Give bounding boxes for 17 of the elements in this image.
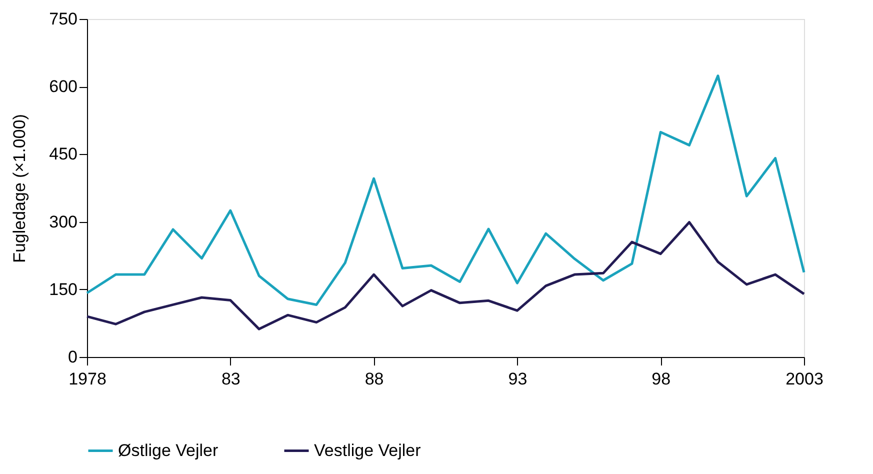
x-tick-label: 88 (364, 370, 384, 388)
x-tick-label: 2003 (786, 370, 824, 388)
legend-label: Vestlige Vejler (314, 440, 422, 460)
x-tick-label: 98 (652, 370, 671, 388)
x-tick-label: 93 (508, 370, 528, 388)
line-series (86, 74, 806, 306)
y-tick-label: 300 (49, 212, 78, 232)
y-axis-title: Fugledage (×1.000) (10, 114, 30, 263)
y-tick-label: 450 (49, 144, 78, 164)
y-tick-label: 750 (49, 10, 78, 28)
legend-label: Østlige Vejler (118, 440, 218, 460)
x-tick-label: 83 (221, 370, 240, 388)
y-tick-label: 600 (49, 77, 78, 96)
line-series (86, 221, 806, 330)
x-tick-label: 1978 (68, 370, 106, 388)
y-tick-label: 150 (49, 280, 78, 299)
y-tick-label: 0 (68, 348, 78, 366)
